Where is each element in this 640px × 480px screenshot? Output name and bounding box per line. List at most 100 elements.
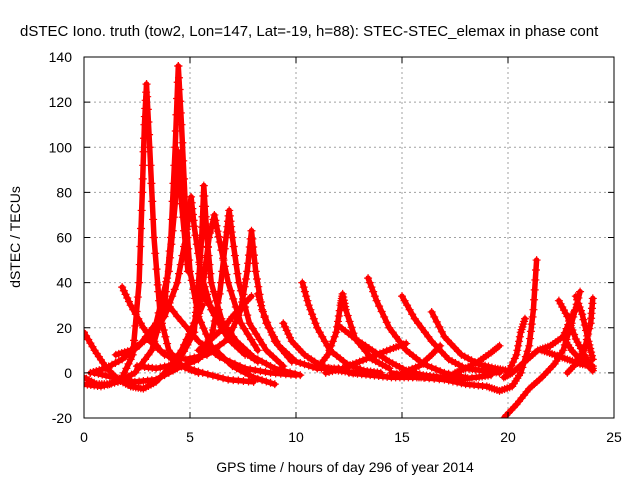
data-point: [139, 323, 148, 332]
data-point: [154, 308, 163, 317]
data-point: [225, 357, 234, 366]
data-point: [510, 354, 519, 363]
data-point: [105, 372, 114, 381]
data-point: [177, 346, 186, 355]
data-point: [232, 260, 241, 269]
data-point: [257, 301, 266, 310]
data-point: [136, 319, 145, 328]
data-point: [114, 357, 123, 366]
data-point: [207, 346, 216, 355]
data-point: [165, 302, 174, 311]
data-point: [202, 330, 211, 339]
data-point: [147, 179, 156, 188]
data-point: [404, 366, 413, 375]
data-point: [262, 319, 271, 328]
data-point: [505, 365, 514, 374]
data-point: [280, 322, 289, 331]
data-point: [219, 338, 228, 347]
data-point: [187, 198, 196, 207]
data-point: [255, 295, 264, 304]
data-point: [431, 365, 440, 374]
data-point: [166, 253, 175, 262]
data-point: [588, 294, 597, 303]
data-point: [566, 321, 575, 330]
data-point: [159, 326, 168, 335]
data-point: [453, 378, 462, 387]
data-point: [220, 355, 229, 364]
data-point: [229, 332, 238, 341]
data-point: [244, 295, 253, 304]
data-point: [588, 355, 597, 364]
data-point: [170, 285, 179, 294]
data-point: [190, 332, 199, 341]
data-point: [375, 349, 384, 358]
data-point: [143, 105, 152, 114]
data-point: [207, 278, 216, 287]
data-point: [194, 337, 203, 346]
data-point: [158, 292, 167, 301]
data-point: [487, 371, 496, 380]
data-point: [365, 278, 374, 287]
data-point: [209, 287, 218, 296]
data-point: [230, 359, 239, 368]
data-point: [215, 314, 224, 323]
data-point: [215, 353, 224, 362]
data-point: [328, 337, 337, 346]
data-point: [216, 278, 225, 287]
data-point: [152, 265, 161, 274]
data-point: [335, 306, 344, 315]
data-point: [335, 365, 344, 374]
data-point: [174, 269, 183, 278]
data-point: [176, 260, 185, 269]
data-point: [202, 296, 211, 305]
data-point: [379, 348, 388, 357]
data-point: [104, 362, 113, 371]
data-point: [398, 341, 407, 350]
data-point: [173, 312, 182, 321]
data-point: [436, 341, 445, 350]
data-point: [315, 328, 324, 337]
data-point: [247, 292, 256, 301]
x-tick-label: 5: [186, 429, 194, 445]
data-point: [247, 226, 256, 235]
data-point: [481, 361, 490, 370]
data-point: [183, 217, 192, 226]
data-point: [367, 283, 376, 292]
data-point: [299, 283, 308, 292]
data-point: [253, 374, 262, 383]
data-point: [142, 80, 151, 89]
data-point: [565, 367, 574, 376]
data-point: [163, 339, 172, 348]
data-point: [176, 178, 185, 187]
data-point: [382, 318, 391, 327]
data-point: [338, 364, 347, 373]
data-point: [532, 256, 541, 265]
data-point: [587, 348, 596, 357]
data-point: [403, 371, 412, 380]
data-point: [427, 363, 436, 372]
data-point: [213, 298, 222, 307]
data-point: [190, 366, 199, 375]
series-group: [84, 62, 597, 418]
data-point: [441, 351, 450, 360]
data-point: [395, 337, 404, 346]
plot-area: [84, 62, 597, 418]
data-point: [568, 363, 577, 372]
y-tick-label: 120: [49, 94, 73, 110]
data-point: [245, 371, 254, 380]
data-point: [241, 275, 250, 284]
data-point: [320, 337, 329, 346]
data-point: [176, 108, 185, 117]
data-point: [139, 161, 148, 170]
data-point: [154, 287, 163, 296]
data-point: [262, 377, 271, 386]
data-point: [202, 253, 211, 262]
data-point: [134, 314, 143, 323]
data-point: [198, 351, 207, 360]
data-point: [248, 234, 257, 243]
data-point: [180, 340, 189, 349]
data-point: [525, 341, 534, 350]
y-tick-label: 100: [49, 139, 73, 155]
data-point: [191, 312, 200, 321]
